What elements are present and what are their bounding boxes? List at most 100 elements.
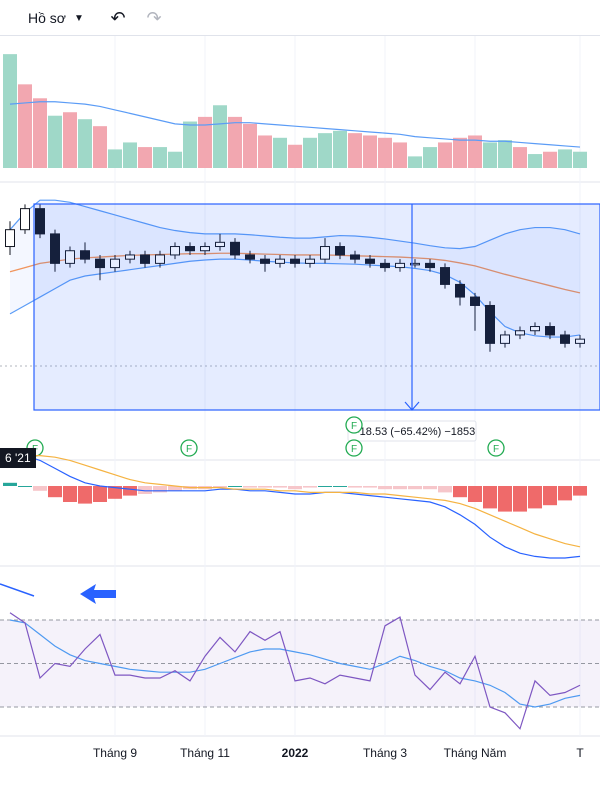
oscillator-line: [9, 612, 581, 730]
time-axis-tick-label: Tháng Năm: [444, 746, 507, 760]
time-axis-tick-label: Tháng 9: [93, 746, 137, 760]
candle-body: [245, 254, 255, 260]
candle-body: [530, 326, 540, 332]
stock-chart[interactable]: -18.53 (−65.42%) −1853FFFFF Tháng 9Tháng…: [0, 36, 600, 800]
macd-histogram-bar: [513, 486, 527, 512]
volume-bar: [363, 135, 377, 168]
candle: [425, 259, 435, 272]
macd-histogram-bar: [348, 486, 362, 488]
candle-body: [170, 246, 180, 256]
volume-bar: [528, 154, 542, 168]
macd-histogram-bar: [438, 486, 452, 493]
candle-body: [425, 262, 435, 269]
candle-body: [290, 258, 300, 264]
candle: [140, 250, 150, 268]
trend-line-drawing[interactable]: [0, 583, 35, 597]
candle-body: [110, 258, 120, 269]
event-marker-label: F: [493, 444, 499, 455]
candle: [395, 259, 405, 272]
volume-pane: [3, 54, 587, 168]
volume-bar: [3, 54, 17, 168]
volume-bar: [273, 137, 287, 168]
candle-body: [5, 229, 15, 248]
bollinger-upper-line: [9, 199, 581, 250]
event-marker-circle: [487, 439, 505, 457]
candle: [365, 254, 375, 268]
macd-histogram-bar: [363, 486, 377, 488]
candle: [80, 242, 90, 264]
event-marker[interactable]: F: [345, 416, 363, 434]
candle: [305, 254, 315, 268]
volume-bar: [333, 130, 347, 168]
candle: [380, 259, 390, 272]
candle: [530, 322, 540, 335]
volume-bar: [123, 142, 137, 168]
volume-bar: [468, 135, 482, 168]
volume-bar: [18, 84, 32, 168]
candle: [470, 292, 480, 331]
candle: [560, 330, 570, 348]
macd-histogram-bar: [243, 486, 257, 488]
time-axis: Tháng 9 Tháng 11 2022 Tháng 3 Tháng Năm T: [93, 746, 584, 760]
macd-histogram-bar: [483, 486, 497, 509]
candle-body: [395, 262, 405, 269]
macd-histogram-bar: [18, 486, 32, 487]
candle: [245, 250, 255, 264]
event-marker[interactable]: F: [487, 439, 505, 457]
candle-body: [125, 254, 135, 260]
volume-bar: [513, 147, 527, 168]
candle: [320, 238, 330, 264]
macd-histogram-bar: [93, 486, 107, 502]
macd-histogram-bar: [378, 486, 392, 490]
volume-bar: [243, 123, 257, 168]
candle: [440, 263, 450, 289]
volume-bar: [138, 147, 152, 168]
measurement-box[interactable]: [33, 203, 600, 411]
candle-body: [140, 254, 150, 264]
event-marker[interactable]: F: [180, 439, 198, 457]
candle-body: [485, 304, 495, 344]
candle: [20, 204, 30, 234]
candle-body: [65, 250, 75, 264]
macd-pane: [3, 453, 587, 559]
candle-body: [80, 250, 90, 260]
event-marker[interactable]: F: [345, 439, 363, 457]
arrow-left-icon[interactable]: [80, 584, 116, 604]
macd-histogram-bar: [558, 486, 572, 501]
volume-ma-line: [9, 101, 581, 148]
volume-bar: [378, 137, 392, 168]
volume-bar: [63, 112, 77, 168]
macd-histogram-bar: [273, 486, 287, 488]
profile-button[interactable]: Hồ sơ ▼: [22, 5, 90, 31]
candle-body: [230, 241, 240, 256]
candle: [125, 250, 135, 264]
volume-bar: [198, 116, 212, 168]
oscillator-pane: [0, 583, 600, 730]
undo-button[interactable]: ↶: [106, 5, 130, 31]
measurement-drawing[interactable]: -18.53 (−65.42%) −1853FFFFF: [26, 203, 600, 457]
candle: [110, 254, 120, 272]
candle: [215, 233, 225, 251]
candle: [410, 259, 420, 268]
candle-body: [545, 326, 555, 336]
volume-bar: [183, 121, 197, 168]
candle: [260, 254, 270, 272]
macd-histogram-bar: [153, 486, 167, 493]
candle-body: [365, 258, 375, 264]
macd-histogram-bar: [108, 486, 122, 499]
candle: [185, 242, 195, 255]
macd-histogram-bar: [288, 486, 302, 490]
macd-histogram-bar: [123, 486, 137, 496]
macd-line: [9, 453, 581, 559]
candle: [500, 330, 510, 348]
event-marker-circle: [180, 439, 198, 457]
volume-bar: [453, 137, 467, 168]
candle: [230, 238, 240, 260]
volume-bar: [93, 126, 107, 168]
redo-button[interactable]: ↷: [142, 5, 166, 31]
candle-body: [155, 254, 165, 264]
volume-bar: [408, 156, 422, 168]
candle: [50, 229, 60, 272]
volume-bar: [153, 147, 167, 168]
candle-body: [455, 283, 465, 298]
